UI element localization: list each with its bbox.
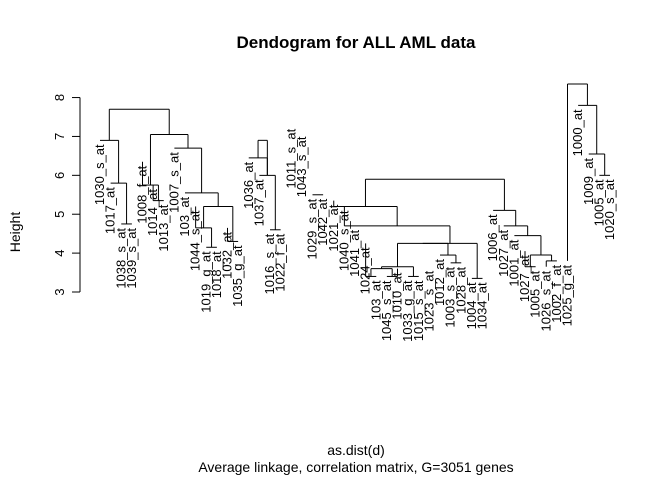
leaf-label-36: 1034_at	[475, 282, 490, 329]
leaf-label-30: 1015_s_at	[411, 280, 426, 341]
leaf-label-41: 1005_at	[528, 270, 543, 317]
dendrogram-tree	[100, 83, 610, 279]
leaf-label-15: 1037_at	[251, 179, 266, 226]
leaf-label-38: 1027_at	[496, 230, 511, 277]
leaf-label-2: 1038_s_at	[113, 228, 128, 289]
leaf-label-35: 1004_at	[464, 282, 479, 329]
leaf-label-48: 1020_s_at	[602, 179, 617, 240]
leaf-label-18: 1011_s_at	[283, 128, 298, 188]
leaf-label-34: 1028_at	[453, 266, 468, 313]
leaf-label-26: 103_at	[368, 280, 383, 320]
leaf-label-37: 1006_at	[485, 214, 500, 261]
leaf-label-5: 1014_at	[145, 189, 160, 236]
leaf-label-17: 1022_f_at	[273, 233, 288, 291]
leaf-label-9: 1044_s_at	[188, 210, 203, 271]
leaf-label-39: 1001_at	[506, 239, 521, 286]
chart-title: Dendogram for ALL AML data	[237, 33, 477, 52]
x-axis-label: as.dist(d)	[327, 442, 385, 458]
leaf-label-14: 1036_at	[241, 161, 256, 208]
leaf-label-7: 1007_s_at	[166, 152, 181, 213]
leaf-label-32: 1012_at	[432, 259, 447, 306]
leaf-label-21: 1042_at	[315, 198, 330, 245]
leaf-label-29: 1033_g_at	[400, 280, 415, 342]
leaf-label-31: 1023_s_at	[421, 270, 436, 331]
leaf-label-42: 1026_s_at	[538, 270, 553, 331]
leaf-label-11: 1018_at	[209, 251, 224, 298]
y-tick-label-3: 6	[52, 172, 67, 179]
leaf-label-25: 1024_at	[358, 247, 373, 294]
leaf-label-33: 1003_s_at	[443, 266, 458, 327]
y-axis: 3 4 5 6 7 8	[52, 94, 81, 296]
leaf-label-44: 1025_g_at	[560, 265, 575, 327]
leaf-label-6: 1013_at	[156, 204, 171, 251]
leaf-label-4: 1008_f_at	[135, 165, 150, 223]
leaf-label-24: 1041_at	[347, 230, 362, 277]
y-tick-label-2: 5	[52, 211, 67, 218]
leaf-label-22: 1021_at	[326, 204, 341, 251]
leaf-label-1: 1017_at	[103, 187, 118, 234]
chart-subtitle: Average linkage, correlation matrix, G=3…	[198, 459, 513, 475]
y-tick-label-1: 4	[52, 249, 67, 256]
leaf-label-40: 1027_at	[517, 255, 532, 302]
leaf-label-19: 1043_s_at	[294, 136, 309, 197]
leaf-label-20: 1029_s_at	[305, 198, 320, 259]
leaf-label-10: 1019_g_at	[198, 251, 213, 313]
leaf-label-3: 1039_s_at	[124, 228, 139, 289]
leaf-label-16: 1016_s_at	[262, 233, 277, 294]
leaf-label-13: 1035_g_at	[230, 245, 245, 307]
leaf-label-28: 1010_at	[390, 272, 405, 319]
y-tick-label-5: 8	[52, 94, 67, 101]
leaf-label-45: 1000_at	[570, 109, 585, 156]
y-tick-label-0: 3	[52, 288, 67, 295]
leaf-label-46: 1009_at	[581, 158, 596, 205]
leaf-label-27: 1045_s_at	[379, 280, 394, 341]
leaf-label-23: 1040_s_at	[336, 210, 351, 271]
leaf-label-8: 103_at	[177, 196, 192, 236]
leaf-label-0: 1030_s_at	[92, 144, 107, 205]
leaf-label-12: 1032_at	[220, 231, 235, 278]
y-axis-label: Height	[7, 212, 23, 253]
leaf-label-47: 1005_at	[591, 179, 606, 226]
leaf-label-43: 1002_f_at	[549, 265, 564, 323]
y-tick-label-4: 7	[52, 133, 67, 140]
